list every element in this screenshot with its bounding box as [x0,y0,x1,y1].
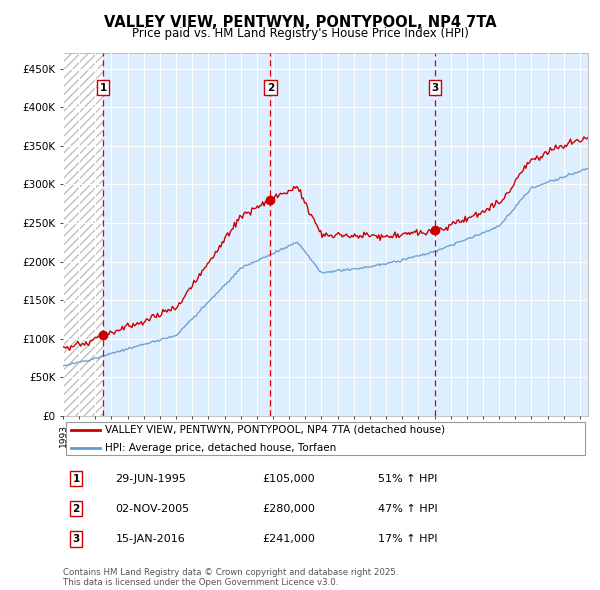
Text: VALLEY VIEW, PENTWYN, PONTYPOOL, NP4 7TA: VALLEY VIEW, PENTWYN, PONTYPOOL, NP4 7TA [104,15,496,30]
Text: 15-JAN-2016: 15-JAN-2016 [115,534,185,544]
FancyBboxPatch shape [65,422,586,455]
Text: 1: 1 [73,474,80,484]
Text: VALLEY VIEW, PENTWYN, PONTYPOOL, NP4 7TA (detached house): VALLEY VIEW, PENTWYN, PONTYPOOL, NP4 7TA… [105,425,445,435]
Text: Contains HM Land Registry data © Crown copyright and database right 2025.
This d: Contains HM Land Registry data © Crown c… [63,568,398,587]
Text: 2: 2 [73,504,80,514]
Text: 51% ↑ HPI: 51% ↑ HPI [378,474,437,484]
Text: 47% ↑ HPI: 47% ↑ HPI [378,504,437,514]
Text: £241,000: £241,000 [263,534,316,544]
Text: 02-NOV-2005: 02-NOV-2005 [115,504,190,514]
Text: 17% ↑ HPI: 17% ↑ HPI [378,534,437,544]
Text: 3: 3 [431,83,439,93]
Text: Price paid vs. HM Land Registry's House Price Index (HPI): Price paid vs. HM Land Registry's House … [131,27,469,40]
Text: £105,000: £105,000 [263,474,315,484]
Text: £280,000: £280,000 [263,504,316,514]
Text: 1: 1 [100,83,107,93]
Text: 29-JUN-1995: 29-JUN-1995 [115,474,187,484]
Bar [63,53,103,416]
Text: 2: 2 [267,83,274,93]
Bar [63,53,103,416]
Text: 3: 3 [73,534,80,544]
Text: HPI: Average price, detached house, Torfaen: HPI: Average price, detached house, Torf… [105,443,336,453]
